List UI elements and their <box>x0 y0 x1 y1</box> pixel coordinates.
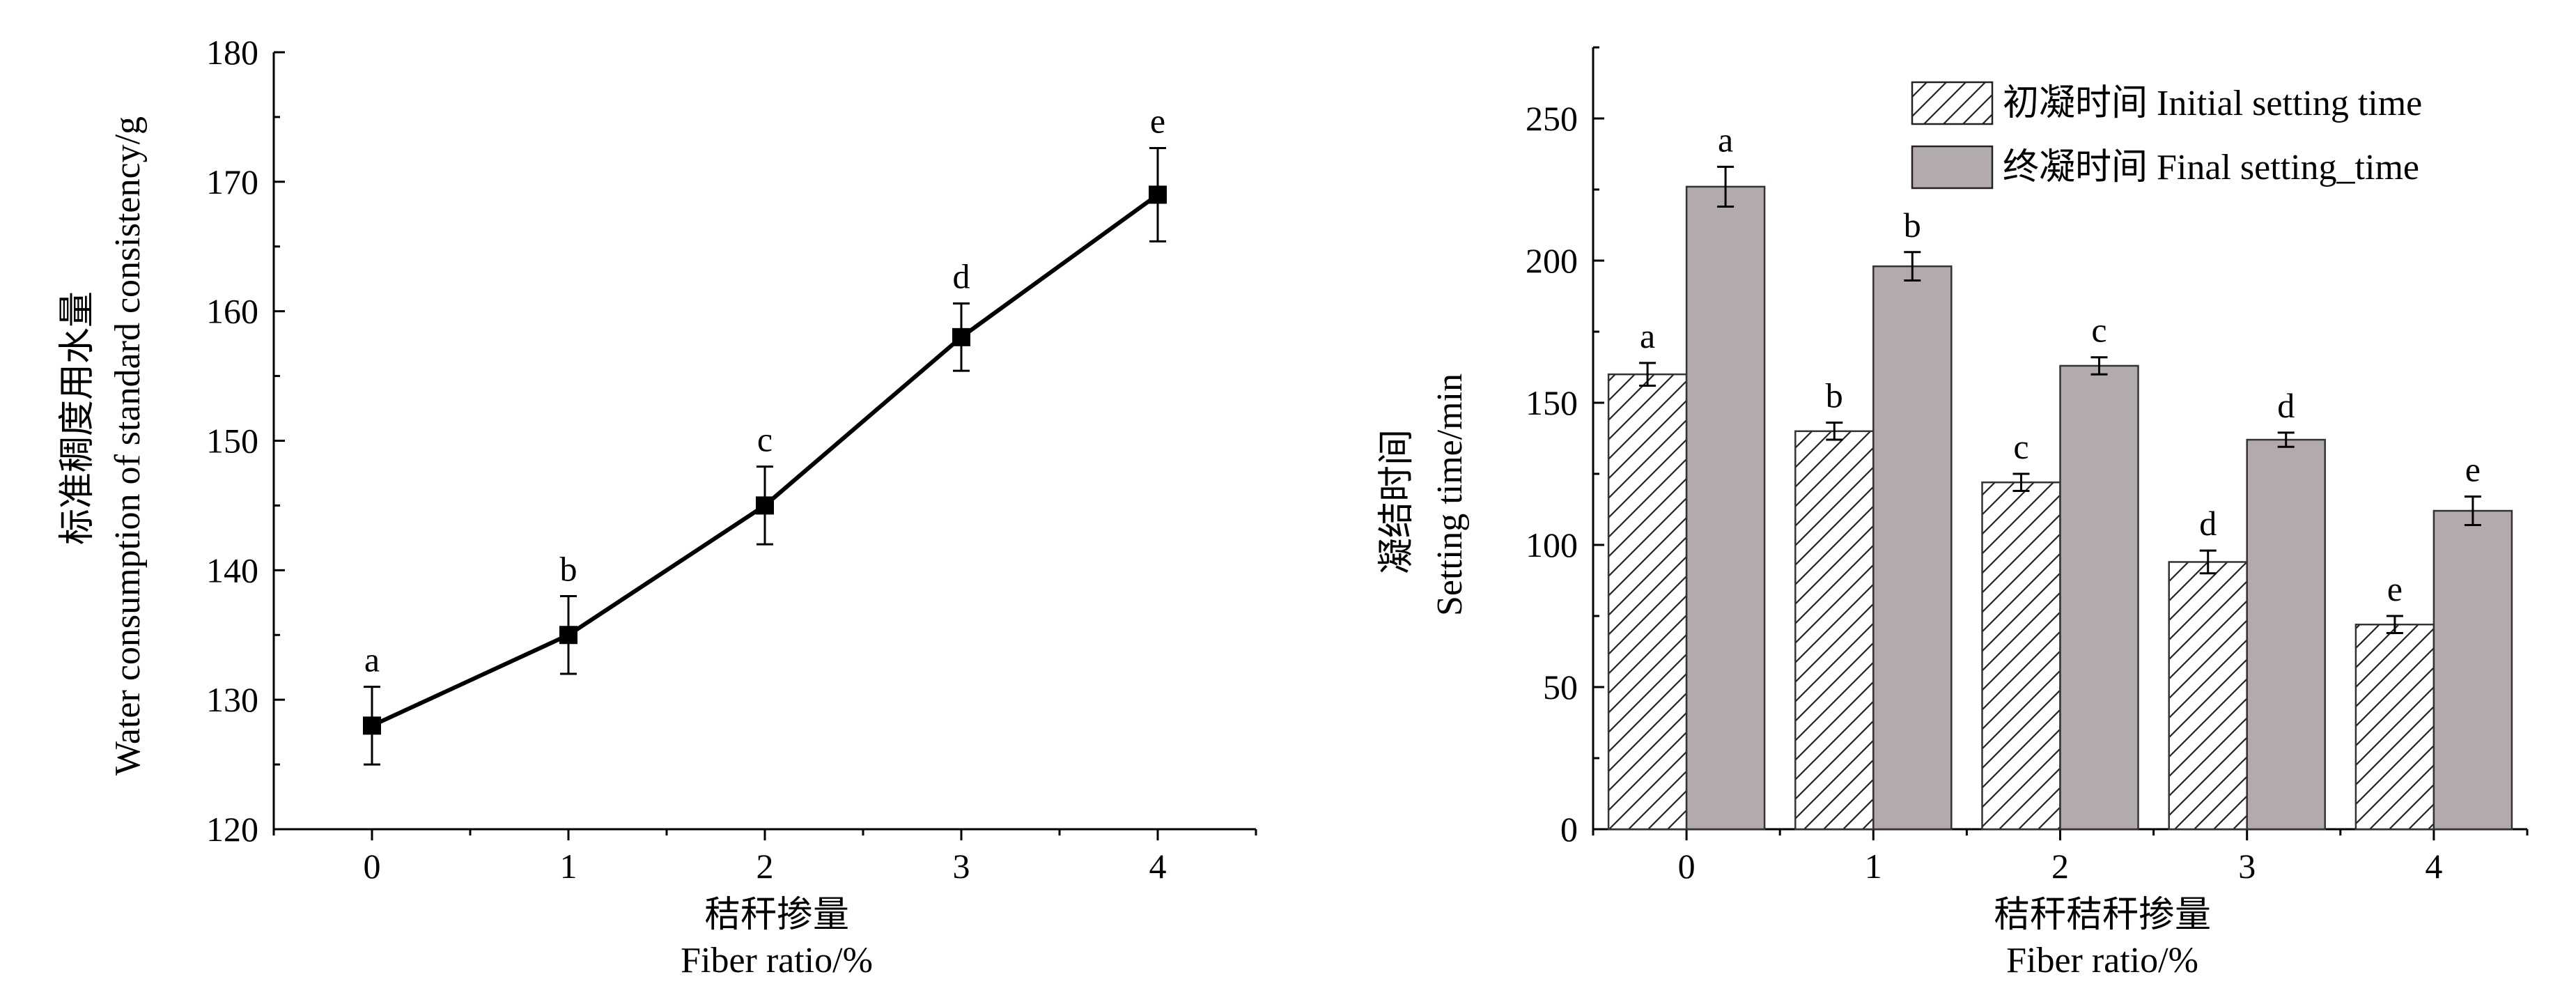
y-tick-label: 120 <box>206 810 258 849</box>
x-tick-label: 2 <box>756 847 774 886</box>
y-tick-label: 100 <box>1526 525 1578 564</box>
bar-chart-tick-labels: 0 50 100 150 200 250 0 1 2 3 4 <box>1526 99 2442 886</box>
significance-label: b <box>560 550 577 589</box>
legend-swatch-final <box>1911 145 1994 190</box>
bar-final <box>2059 364 2139 831</box>
bar-chart-y-label: 凝结时间 <box>1377 429 1417 574</box>
data-point <box>1149 185 1167 204</box>
y-tick-label: 160 <box>206 292 258 331</box>
data-point <box>559 626 577 645</box>
y-tick-label: 180 <box>206 33 258 72</box>
significance-label: d <box>2199 504 2217 543</box>
x-tick-label: 0 <box>364 847 381 886</box>
line-chart-x-label-en: Fiber ratio/% <box>681 941 873 980</box>
bar-chart-marks: a b c d e a b c d e <box>1607 120 2513 831</box>
y-tick-label: 200 <box>1526 241 1578 280</box>
bar-initial <box>2354 623 2435 831</box>
legend-label-final: 终凝时间 Final setting_time <box>2003 148 2419 187</box>
legend-swatch-initial <box>1911 81 1994 125</box>
line-chart-y-label: 标准稠度用水量 <box>58 291 98 545</box>
bar-chart-x-label-en: Fiber ratio/% <box>2006 941 2198 980</box>
bar-initial <box>1607 373 1688 831</box>
significance-label: b <box>1826 376 1843 415</box>
y-tick-label: 140 <box>206 550 258 590</box>
bar-initial <box>1981 481 2061 831</box>
data-point <box>756 496 774 515</box>
significance-label: a <box>1718 120 1733 159</box>
data-point <box>363 716 381 735</box>
bar-initial <box>1794 430 1875 831</box>
significance-label: d <box>953 257 970 296</box>
line-chart-x-label: 秸秆掺量 <box>704 895 849 935</box>
y-tick-label: 50 <box>1543 668 1578 707</box>
x-tick-label: 3 <box>953 847 970 886</box>
y-tick-label: 150 <box>206 422 258 461</box>
x-tick-label: 4 <box>1149 847 1167 886</box>
y-tick-label: 150 <box>1526 383 1578 422</box>
line-chart-marks: a b c d e <box>363 102 1167 766</box>
bar-chart-panel: 0 50 100 150 200 250 0 1 2 3 4 a b c d e a b c d e 初凝时间 Ini… <box>1377 46 2529 980</box>
y-tick-label: 130 <box>206 680 258 719</box>
significance-label: e <box>2387 569 2403 608</box>
x-tick-label: 0 <box>1678 847 1696 886</box>
bar-final <box>2433 509 2513 831</box>
bar-final <box>2246 438 2326 831</box>
line-chart-axes <box>272 51 1257 840</box>
x-tick-label: 1 <box>1865 847 1882 886</box>
bar-chart-x-label: 秸秆秸秆掺量 <box>1994 895 2211 935</box>
x-tick-label: 1 <box>560 847 577 886</box>
line-chart-tick-labels: 120 130 140 150 160 170 180 0 1 2 3 4 <box>206 33 1167 886</box>
line-chart-panel: 120 130 140 150 160 170 180 0 1 2 3 4 a b c d e 秸秆掺量 Fi… <box>58 33 1257 980</box>
y-tick-label: 170 <box>206 162 258 201</box>
y-tick-label: 250 <box>1526 99 1578 138</box>
bar-chart-legend: 初凝时间 Initial setting time 终凝时间 Final set… <box>1911 81 2422 190</box>
significance-label: d <box>2277 386 2295 425</box>
y-tick-label: 0 <box>1560 810 1578 849</box>
significance-label: c <box>2091 311 2106 350</box>
line-chart-y-label-en: Water consumption of standard consistenc… <box>108 116 148 776</box>
data-point <box>952 328 970 346</box>
x-tick-label: 3 <box>2238 847 2256 886</box>
significance-label: b <box>1904 206 1921 245</box>
significance-label: e <box>2465 450 2481 489</box>
bar-final <box>1872 265 1953 831</box>
x-tick-label: 4 <box>2425 847 2442 886</box>
significance-label: a <box>1640 316 1655 355</box>
legend-label-initial: 初凝时间 Initial setting time <box>2003 84 2422 123</box>
bar-chart-y-label-en: Setting time/min <box>1430 373 1470 616</box>
significance-label: e <box>1150 102 1165 141</box>
significance-label: c <box>757 420 773 459</box>
series-line <box>371 192 1159 728</box>
x-tick-label: 2 <box>2051 847 2069 886</box>
bar-initial <box>2168 561 2248 831</box>
significance-label: c <box>2013 427 2028 466</box>
bar-final <box>1685 185 1766 831</box>
significance-label: a <box>364 640 380 679</box>
